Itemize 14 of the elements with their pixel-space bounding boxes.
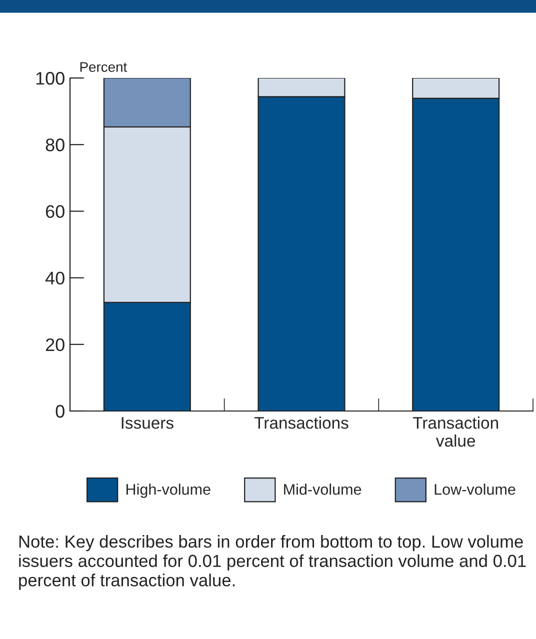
x-tick-label: Issuers bbox=[122, 417, 174, 429]
legend-label: Mid-volume bbox=[284, 484, 362, 495]
y-axis-title: Percent bbox=[80, 62, 128, 72]
y-tick-label: 100 bbox=[36, 72, 64, 85]
text: Note: Key describes bars in order from bottom to top. Low volume issuers accounted for 0.01 percent of transaction volume and 0.01 percent of transaction value. bbox=[19, 535, 526, 590]
legend-label: High-volume bbox=[126, 484, 210, 498]
legend-label: Low-volume bbox=[434, 484, 516, 495]
y-tick-label: 0 bbox=[56, 404, 64, 418]
x-tick-label: Transactions bbox=[254, 416, 348, 429]
x-tick-label: Transaction value bbox=[412, 416, 498, 447]
y-tick-label: 40 bbox=[45, 272, 64, 285]
y-tick-label: 20 bbox=[46, 338, 64, 352]
y-tick-label: 80 bbox=[46, 138, 64, 152]
y-tick-label: 60 bbox=[46, 205, 64, 218]
